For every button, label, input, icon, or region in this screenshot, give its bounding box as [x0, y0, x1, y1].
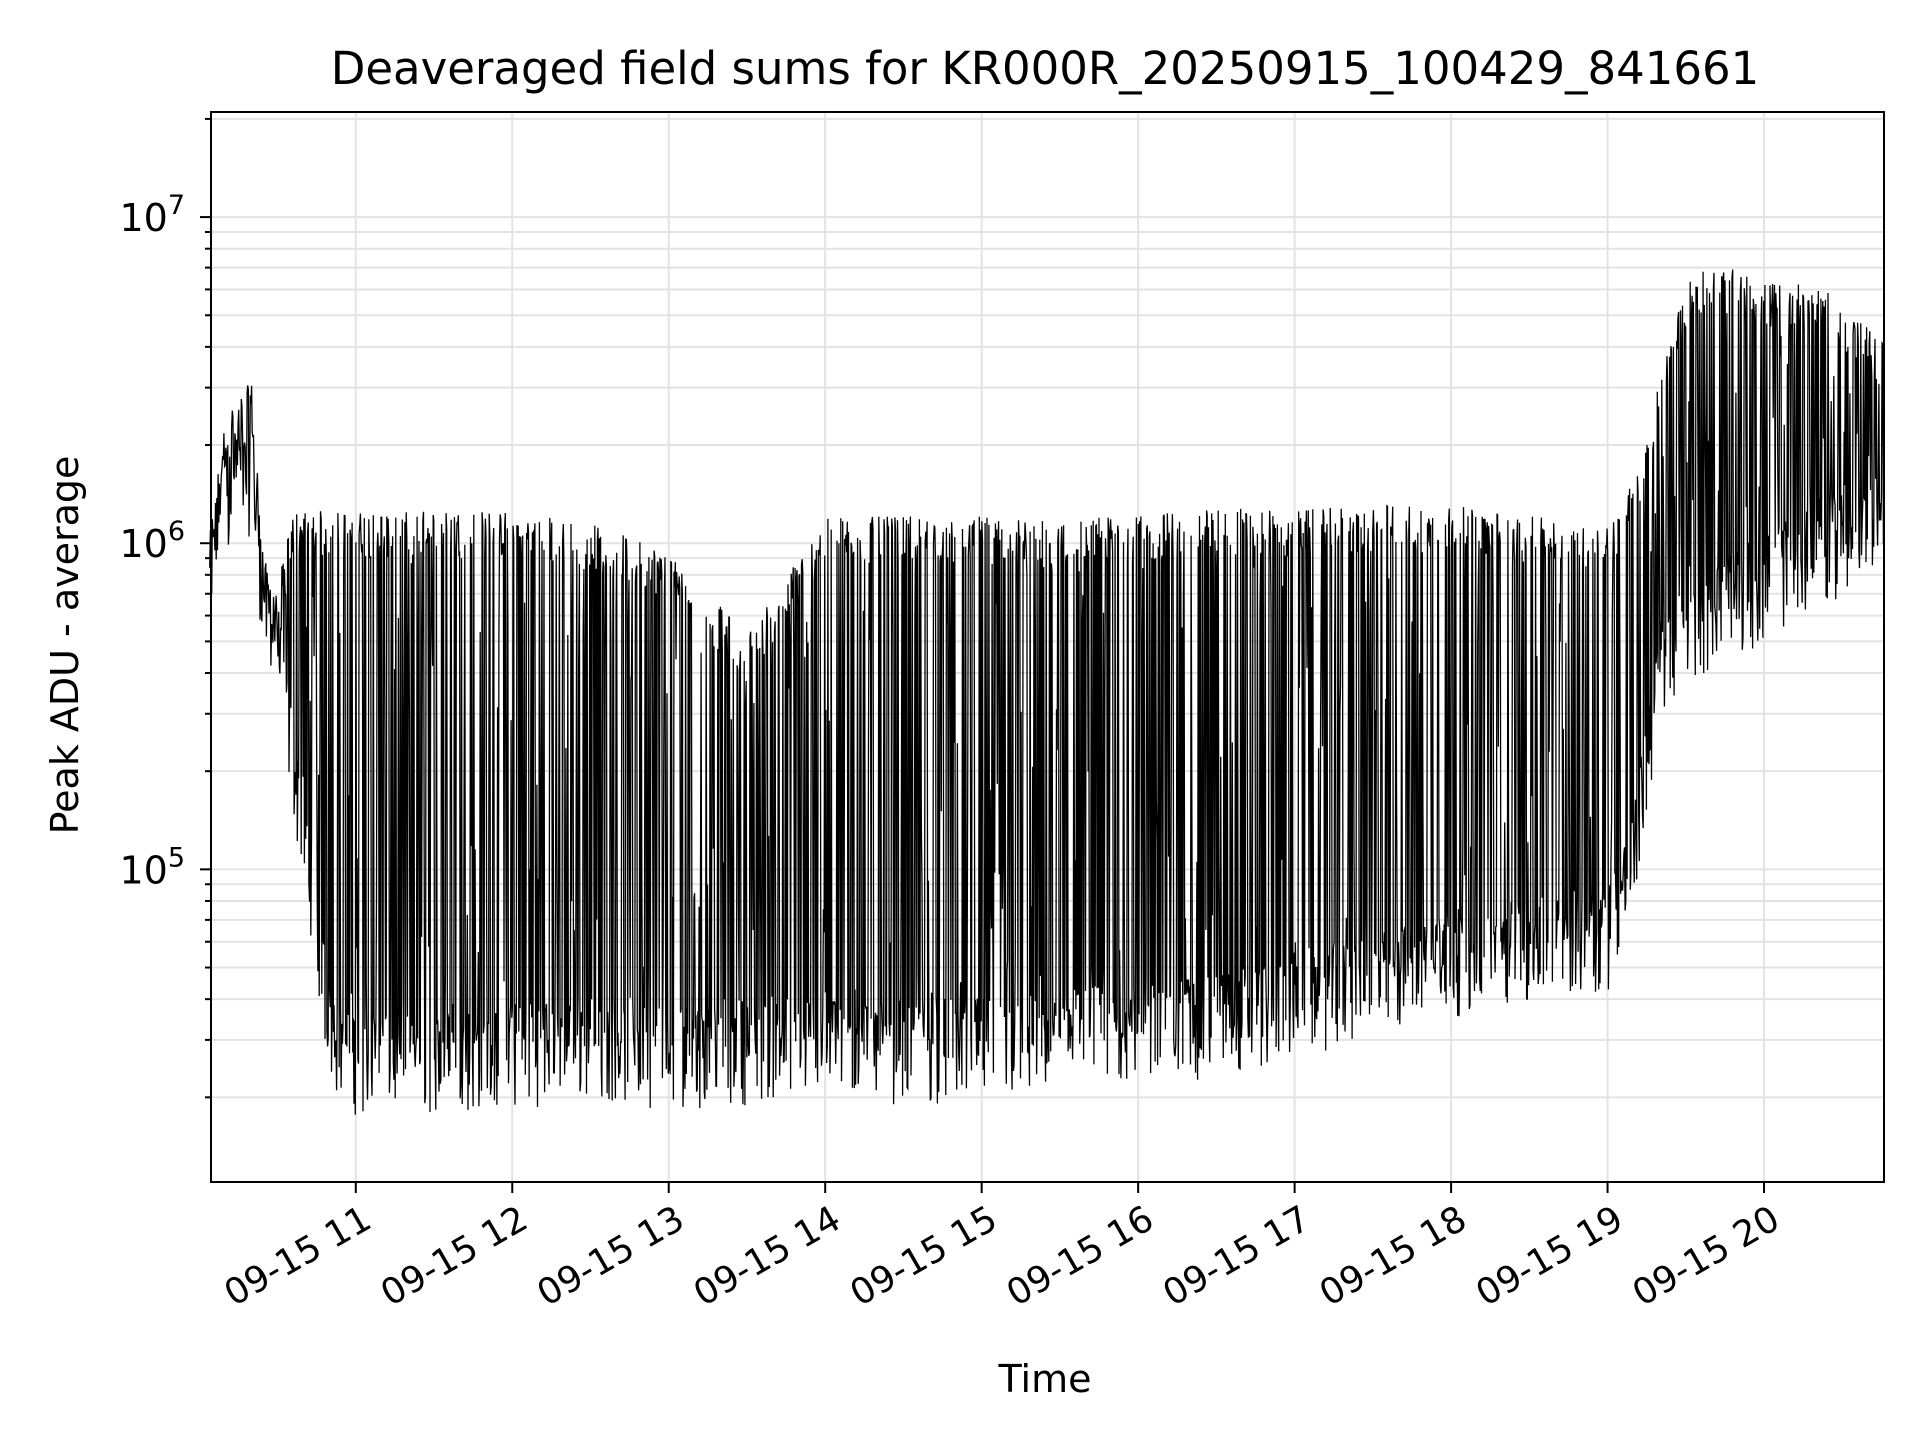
- x-axis-label: Time: [998, 1357, 1092, 1401]
- y-axis-label: Peak ADU - average: [43, 456, 87, 835]
- plot-frame: [210, 111, 1885, 1183]
- chart-title: Deaveraged field sums for KR000R_2025091…: [331, 42, 1760, 95]
- series-line: [209, 269, 1885, 1115]
- y-tick-label: 105: [119, 842, 185, 892]
- data-series: [209, 269, 1885, 1115]
